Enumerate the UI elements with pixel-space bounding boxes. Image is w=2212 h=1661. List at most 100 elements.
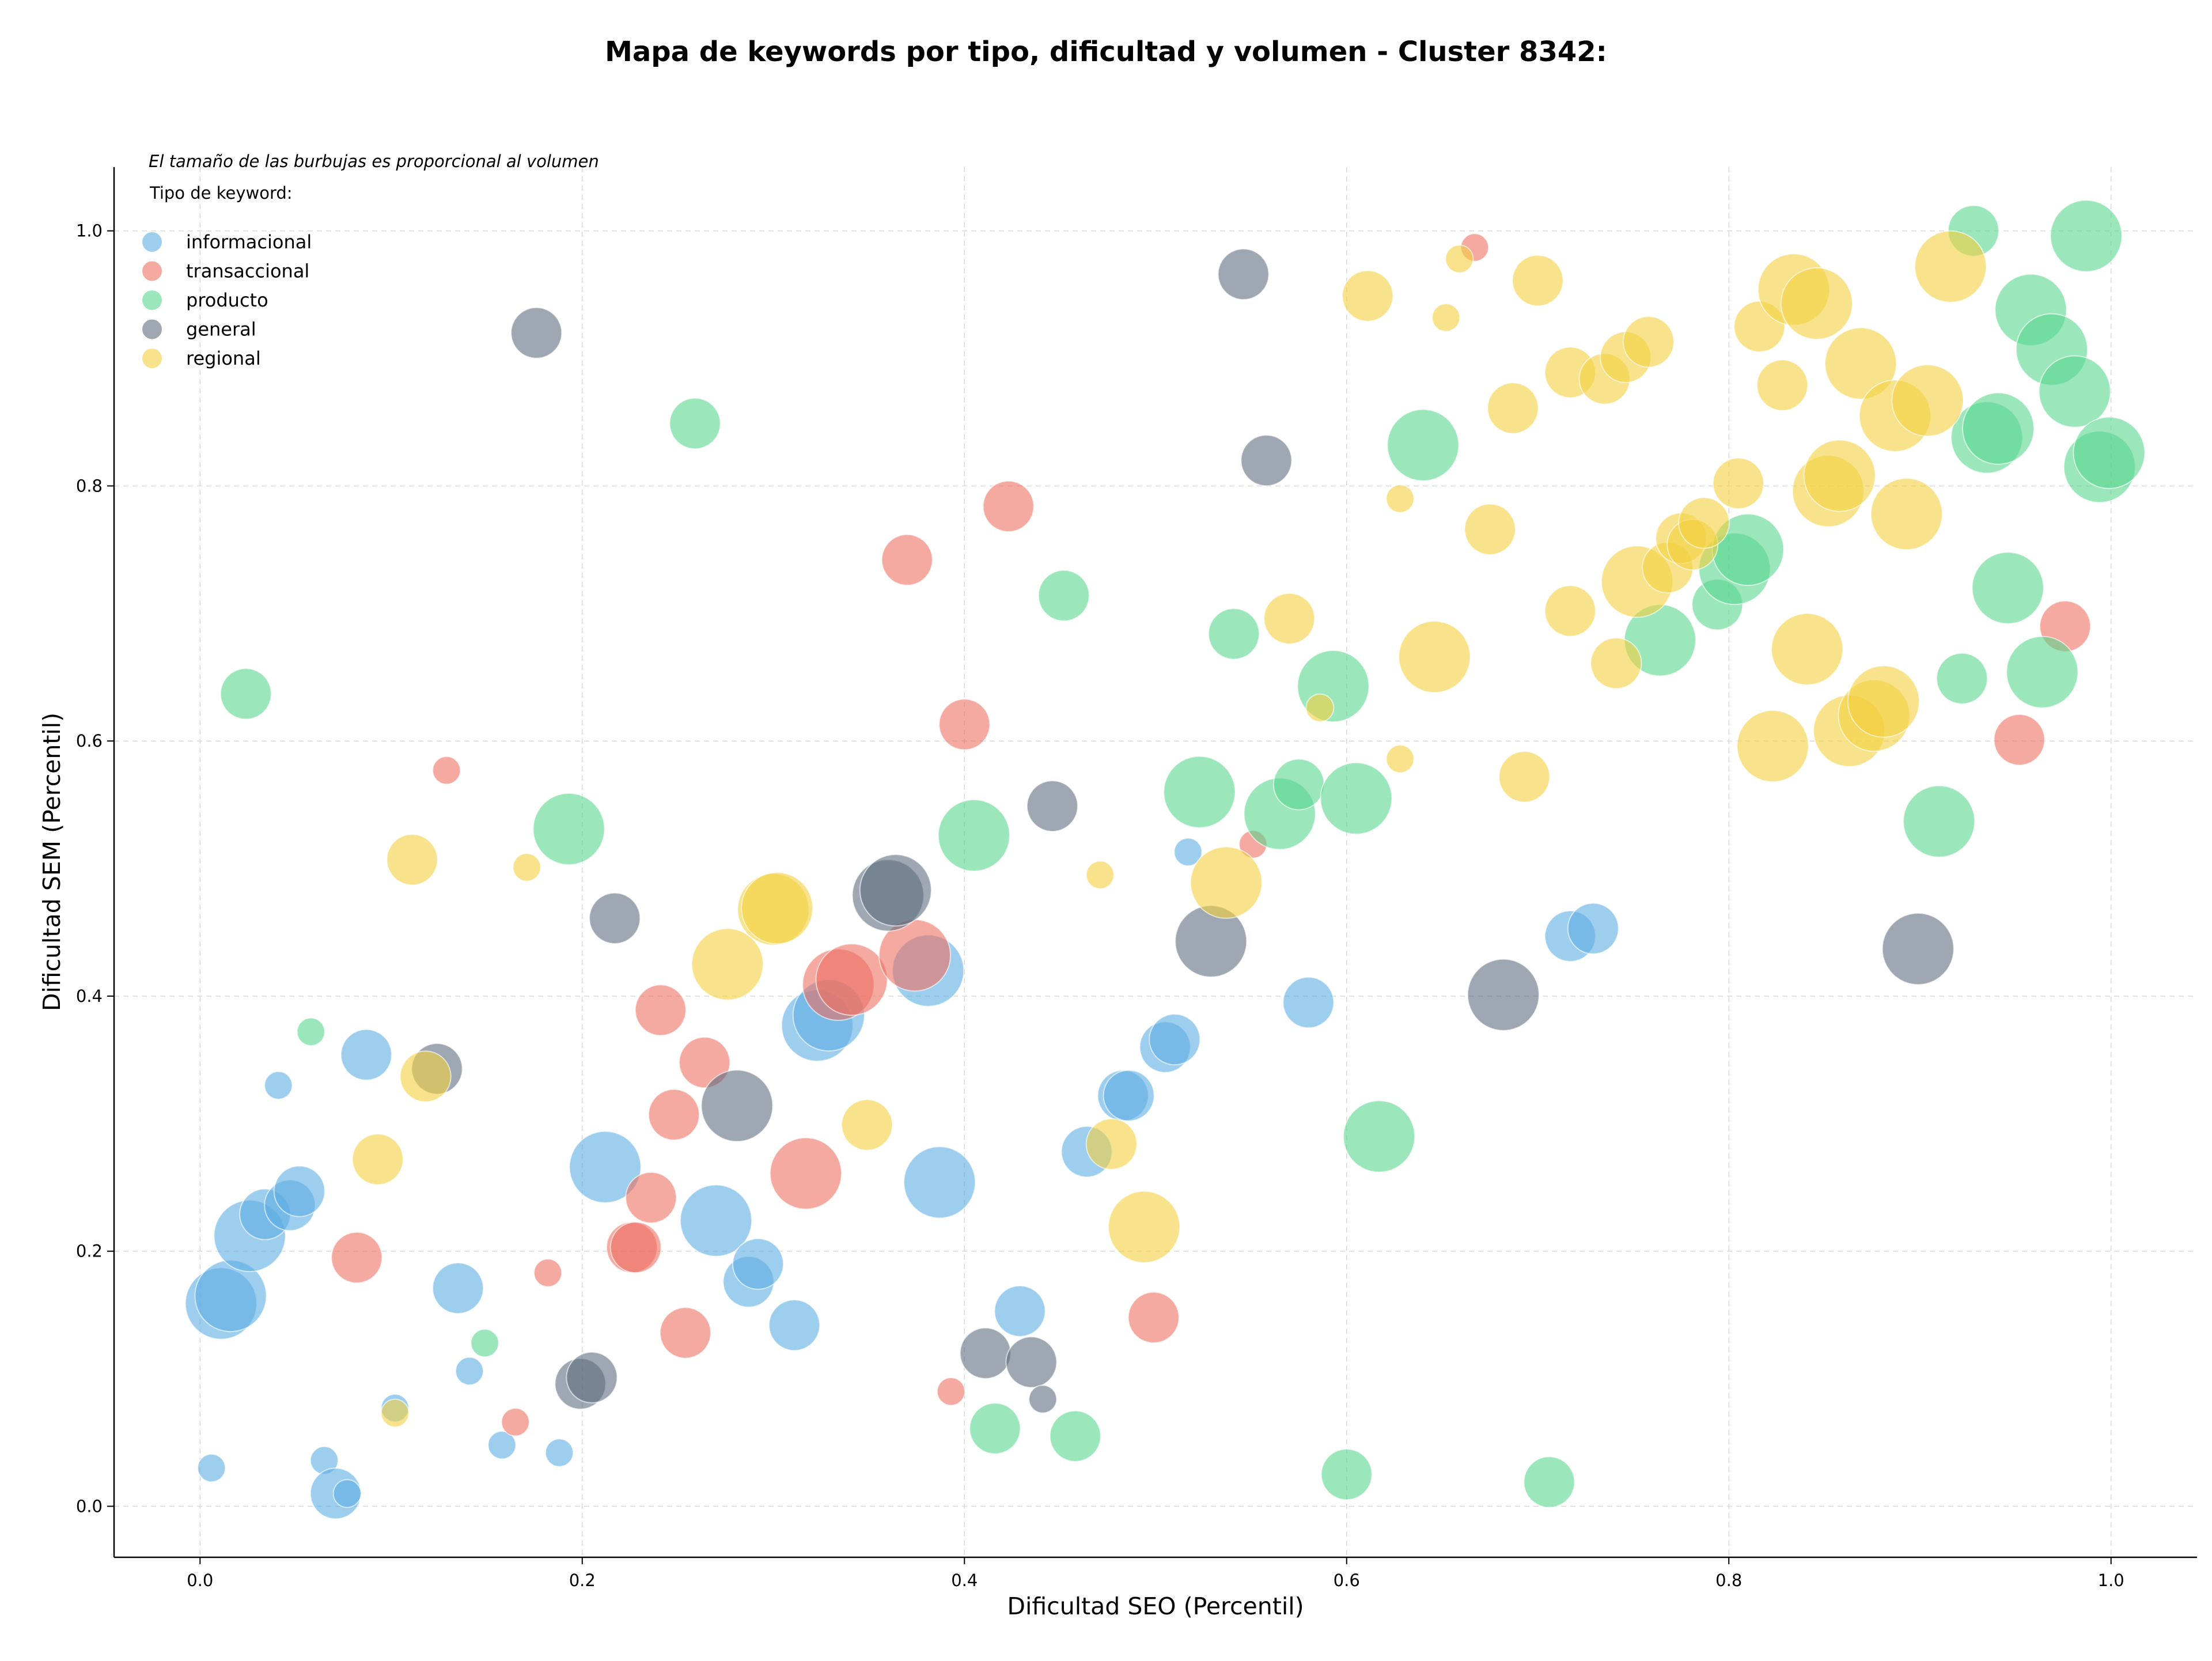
bubble-producto [1208,608,1260,660]
bubble-informacional [1149,1013,1201,1066]
bubble-producto [1936,652,1988,705]
bubble-informacional [732,1238,784,1290]
bubble-informacional [487,1431,517,1460]
bubble-general [1217,248,1270,300]
bubble-transaccional [982,480,1035,532]
x-tick-label: 0.2 [569,1571,596,1590]
bubble-regional [351,1133,404,1186]
x-tick-label: 0.4 [951,1571,978,1590]
bubble-regional [1108,1190,1181,1263]
bubble-producto [1049,1410,1101,1462]
y-tick-label: 1.0 [76,221,103,241]
legend-item-informacional: informacional [142,231,312,253]
bubble-informacional [903,1146,976,1219]
bubble-regional [1824,327,1897,400]
bubble-producto [296,1017,325,1046]
bubble-regional [1780,267,1853,340]
bubble-regional [1305,693,1335,722]
bubble-producto [1343,1100,1416,1173]
bubble-producto [2073,416,2146,489]
bubble-informacional [569,1130,642,1204]
bubble-transaccional [609,1221,662,1274]
bubble-informacional [680,1184,752,1257]
legend-label: transaccional [186,260,309,282]
bubble-regional [741,872,814,945]
bubble-general [1881,913,1955,985]
bubble-regional [1736,710,1809,782]
legend-swatch [142,290,162,310]
bubble-regional [1263,592,1316,645]
bubble-general [1026,780,1078,833]
bubble-informacional [545,1438,574,1467]
legend-swatch [142,261,162,281]
bubble-regional [1190,846,1263,919]
bubble-general [959,1327,1012,1379]
bubble-general [1467,958,1540,1031]
bubble-regional [1085,860,1115,890]
legend-swatch [142,349,162,368]
bubble-general [859,854,932,927]
bubble-informacional [273,1165,325,1217]
x-axis-label: Dificultad SEO (Percentil) [1007,1592,1304,1620]
bubble-transaccional [634,984,687,1036]
bubble-producto [532,792,605,865]
bubble-regional [1771,612,1844,686]
bubble-regional [1756,359,1809,411]
bubble-general [1005,1336,1058,1388]
bubble-transaccional [679,1036,731,1089]
bubble-general [510,307,563,359]
bubble-informacional [1173,837,1203,867]
x-tick-label: 0.0 [187,1571,213,1590]
bubble-regional [399,1050,452,1103]
bubble-informacional [432,1262,484,1314]
bubble-regional [691,928,764,1001]
legend-title: Tipo de keyword: [149,183,293,203]
bubble-regional [1712,457,1764,509]
bubble-informacional [340,1028,392,1081]
bubble-regional [1085,1118,1138,1170]
bubble-producto [1962,392,2035,465]
x-tick-label: 1.0 [2098,1571,2124,1590]
bubble-producto [1272,758,1325,811]
bubble-producto [1163,755,1236,828]
bubble-producto [1387,408,1460,482]
bubble-general [1028,1384,1058,1414]
legend-item-general: general [142,319,256,340]
bubble-transaccional [659,1307,711,1359]
y-tick-label: 0.6 [76,731,103,751]
bubble-general [700,1069,774,1142]
bubble-transaccional [769,1137,842,1210]
legend-swatch [142,319,162,339]
bubble-regional [1512,255,1564,307]
bubble-producto [470,1329,499,1358]
bubble-regional [1544,585,1596,637]
legend-label: regional [186,347,261,369]
bubble-regional [512,853,541,882]
legend-item-producto: producto [142,289,268,311]
legend-swatch [142,232,162,252]
bubble-general [1240,434,1293,487]
bubble-regional [1891,364,1964,437]
bubble-general [589,892,641,944]
legend-item-transaccional: transaccional [142,260,309,282]
bubble-regional [1445,244,1474,274]
bubble-regional [1487,382,1539,434]
x-tick-label: 0.8 [1715,1571,1742,1590]
bubble-regional [1398,620,1471,694]
legend-label: producto [186,289,268,311]
y-tick-label: 0.2 [76,1242,103,1261]
y-axis-label: Dificultad SEM (Percentil) [38,713,66,1011]
bubble-producto [1903,785,1976,858]
bubble-regional [1847,665,1920,738]
bubble-producto [937,799,1010,872]
chart-title: Mapa de keywords por tipo, dificultad y … [605,36,1607,68]
bubble-transaccional [501,1408,530,1437]
bubble-producto [669,398,721,449]
bubble-regional [1622,316,1675,368]
legend-item-regional: regional [142,347,261,369]
bubble-informacional [197,1454,226,1482]
bubble-general [566,1351,618,1403]
legend-note: El tamaño de las burbujas es proporciona… [149,152,599,171]
bubble-informacional [264,1070,293,1100]
